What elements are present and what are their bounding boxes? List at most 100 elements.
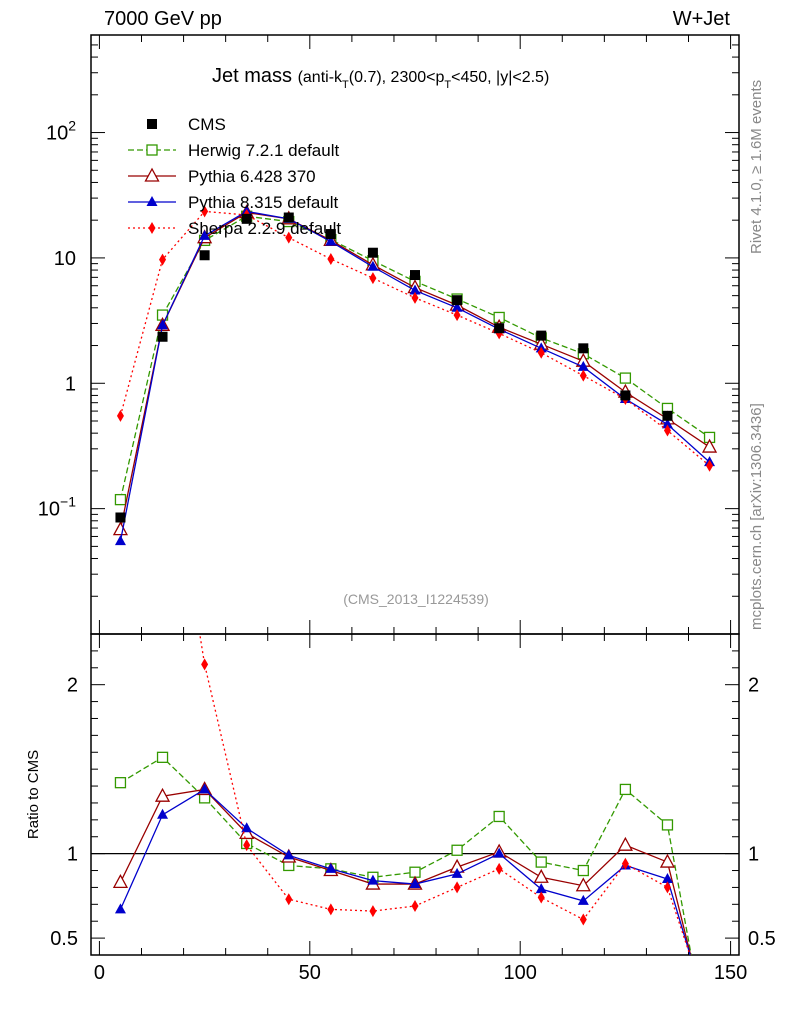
main-series-point-2 [325,235,337,246]
ratio-series-point-0 [577,864,589,877]
data-point [325,229,336,240]
data-point [157,331,168,342]
ratio-series-point-0 [661,819,674,831]
main-series-point-2 [114,535,126,546]
main-series-point-3 [706,459,714,472]
ratio-y-tick-label: 2 [67,675,78,697]
y-tick-base: 1 [65,373,76,395]
title-sub: <450, |y|<2.5) [451,69,549,86]
ratio-series-point-3 [327,903,335,916]
x-tick-label: 50 [299,962,321,984]
main-series-point-3 [159,253,167,266]
ratio-series-point-3 [537,891,545,904]
ratio-series-point-1 [575,877,591,892]
ratio-series-point-3 [201,658,209,671]
data-point [283,212,294,223]
ratio-y-tick-label-right: 1 [748,844,759,866]
ratio-series-point-3 [621,857,629,870]
ratio-y-tick-label-right: 2 [748,675,759,697]
ratio-series-point-2 [325,862,337,873]
data-point [241,213,252,224]
main-plot-series [112,204,718,546]
ratio-series-point-2 [114,903,126,914]
x-tick-label: 100 [504,962,537,984]
y-tick-exponent: −1 [60,494,76,510]
main-series-point-3 [453,309,461,322]
ratio-series-point-3 [495,862,503,875]
chart-labels: Jet mass (anti-kT(0.7), 2300<pT<450, |y|… [212,65,549,607]
ratio-y-tick-label: 1 [67,844,78,866]
ratio-series-point-2 [535,883,547,894]
ratio-series-point-2 [493,847,505,858]
main-series-point-3 [116,409,124,422]
ratio-series-point-3 [369,905,377,918]
y-tick-label: 1 [65,373,76,395]
legend-marker-0 [147,119,157,129]
ratio-series-point-2 [241,822,253,833]
title-sub: T [444,79,451,91]
y-tick-base: 10 [46,123,68,145]
data-point [494,323,505,334]
ratio-series-point-1 [533,868,549,883]
data-point [452,295,463,306]
title-sub: T [342,79,349,91]
ratio-series-point-3 [663,881,671,894]
ratio-y-tick-label-right: 0.5 [748,928,776,950]
y-tick-label: 102 [46,118,76,145]
main-series-point-3 [285,231,293,244]
data-point [199,250,210,261]
ratio-series-point-2 [157,808,169,819]
legend-label-3: Pythia 8.315 default [188,193,339,212]
legend-label-1: Herwig 7.2.1 default [188,141,339,160]
main-series-point-3 [369,272,377,285]
main-series-line-3 [119,210,710,467]
ratio-series-line-1 [119,788,692,955]
data-point [410,270,420,281]
analysis-id: (CMS_2013_I1224539) [343,591,489,607]
ratio-series-point-1 [112,873,129,889]
ratio-series-point-3 [411,900,419,913]
main-series-point-0 [619,372,632,384]
main-series-point-2 [409,284,421,295]
ratio-plot-series [112,634,692,955]
main-series-point-3 [411,291,419,304]
ratio-series-point-1 [617,836,633,851]
ratio-y-tick-label: 0.5 [50,928,78,950]
ratio-y-axis-label: Ratio to CMS [25,750,42,839]
ratio-series-point-0 [619,783,632,796]
main-series-point-3 [579,369,587,382]
ratio-series-point-1 [154,787,171,802]
legend-marker-1 [146,144,158,156]
main-series-point-2 [367,260,379,271]
data-point [115,512,126,523]
ratio-series-point-3 [243,839,251,852]
y-tick-label: 10−1 [38,494,76,521]
y-tick-base: 10 [38,499,60,521]
ratio-series-point-0 [493,810,505,823]
data-point [578,343,589,354]
legend-label-2: Pythia 6.428 370 [188,167,316,186]
ratio-series-point-3 [579,913,587,926]
ratio-series-point-0 [451,844,463,856]
legend-label-4: Sherpa 2.2.9 default [188,219,341,238]
main-series-point-0 [114,493,127,506]
title-sub: (0.7), 2300<p [349,69,445,86]
main-series-point-3 [537,346,545,359]
y-tick-exponent: 2 [68,118,76,134]
title-sub: (anti-k [298,69,343,86]
y-tick-label: 10 [54,248,76,270]
legend-marker-3 [146,196,158,206]
main-series-point-3 [663,424,671,437]
title-main: Jet mass [212,65,298,87]
main-series-point-2 [577,360,589,371]
main-series-point-2 [451,301,463,312]
main-series-point-3 [327,253,335,266]
data-point [536,330,547,341]
legend-marker-4 [148,222,156,234]
main-series-point-1 [112,521,129,536]
data-point [662,410,673,421]
energy-label: 7000 GeV pp [104,8,222,30]
